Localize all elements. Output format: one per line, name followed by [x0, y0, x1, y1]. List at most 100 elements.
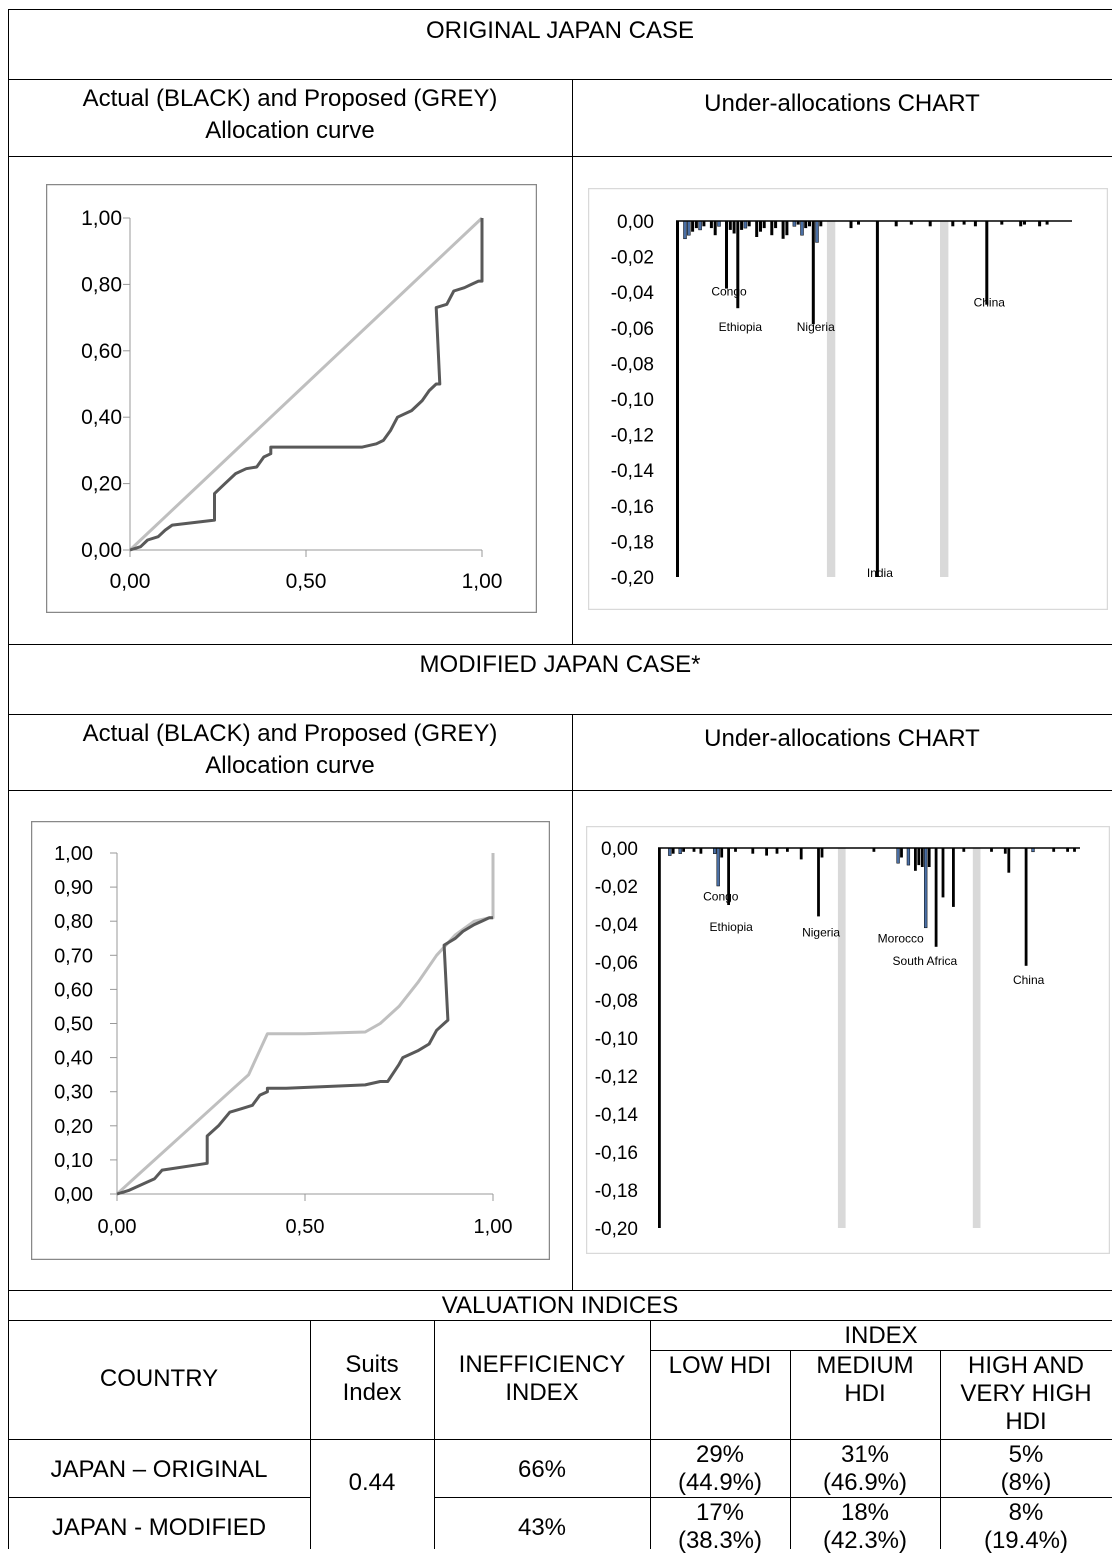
rule [8, 790, 1112, 791]
inefficiency-value: 43% [517, 1514, 567, 1541]
bar [924, 847, 928, 929]
bar [917, 848, 921, 866]
col-low-hdi-header: LOW HDI [668, 1352, 772, 1379]
col-country-header: COUNTRY [99, 1365, 219, 1392]
rule [790, 1350, 791, 1549]
bar [928, 221, 932, 227]
y-tick-label: -0,14 [611, 461, 655, 482]
col-ineff-line2: INDEX [505, 1379, 579, 1406]
bar [786, 848, 789, 852]
bar [804, 221, 808, 229]
bar [820, 848, 824, 858]
y-tick-label: 0,80 [81, 273, 122, 296]
bar [1045, 221, 1049, 225]
high-hdi-value: 5% (8%) [940, 1441, 1112, 1497]
bar [713, 847, 717, 854]
bar [1052, 848, 1056, 852]
bar [800, 220, 804, 236]
y-tick-label: 0,40 [54, 1048, 93, 1070]
x-tick-label: 0,00 [98, 1216, 137, 1238]
curve-header-line2: Allocation curve [205, 752, 375, 779]
series-line-actual [116, 916, 493, 1196]
y-tick-label: 0,00 [81, 539, 122, 562]
chart-frame [586, 826, 1110, 1254]
original-case-title: ORIGINAL JAPAN CASE [425, 17, 695, 44]
col-high-line2: VERY HIGH [960, 1380, 1092, 1407]
bar [985, 221, 989, 305]
series-line-actual [129, 218, 484, 552]
y-tick-label: -0,12 [611, 426, 654, 447]
bar [817, 848, 820, 917]
bar [990, 848, 993, 852]
bar [941, 848, 945, 898]
bar [720, 848, 724, 858]
rule [8, 1439, 1112, 1440]
bar-label: China [974, 295, 1006, 309]
row-country: JAPAN – ORIGINAL [50, 1456, 268, 1483]
bar [857, 221, 860, 225]
y-tick-label: -0,06 [595, 953, 638, 974]
bar [799, 848, 803, 860]
bar [819, 221, 823, 227]
bar [1038, 221, 1042, 227]
y-tick-label: -0,10 [611, 390, 654, 411]
x-tick-label: 0,50 [286, 570, 327, 593]
bar [727, 848, 730, 905]
y-tick-label: 1,00 [81, 207, 122, 230]
col-suits-line1: Suits [345, 1351, 399, 1378]
suits-index-value: 0.44 [348, 1469, 396, 1496]
rule [8, 1497, 310, 1498]
bar [896, 847, 900, 864]
bar [728, 221, 732, 230]
low-hdi-value: 17% (38.3%) [650, 1499, 790, 1555]
orig-curve-header: Actual (BLACK) and Proposed (GREY) Alloc… [8, 83, 572, 147]
medium-hdi-value: 18% (42.3%) [790, 1499, 940, 1555]
y-tick-label: 1,00 [54, 843, 93, 865]
series-line-proposed [128, 216, 484, 552]
chart-frame [31, 821, 550, 1260]
rule [650, 1350, 1112, 1351]
bar [678, 847, 682, 854]
bar [815, 220, 819, 243]
bar [792, 220, 797, 227]
y-tick-label: 0,10 [54, 1150, 93, 1172]
y-tick-label: -0,08 [611, 354, 654, 375]
y-tick-label: 0,60 [81, 340, 122, 363]
bar [692, 848, 696, 852]
bar [671, 848, 675, 854]
y-tick-label: 0,30 [54, 1082, 93, 1104]
y-tick-label: 0,50 [54, 1014, 93, 1036]
bar [1023, 221, 1026, 225]
value-main: 8% [1008, 1499, 1044, 1526]
y-tick-label: 0,70 [54, 945, 93, 967]
bar [781, 221, 785, 239]
x-tick-label: 1,00 [474, 1216, 513, 1238]
bar [811, 221, 815, 325]
value-sub: (42.3%) [822, 1527, 908, 1554]
col-ineff-line1: INEFFICIENCY [458, 1351, 626, 1378]
y-tick-label: 0,80 [54, 911, 93, 933]
bar-label: China [1013, 973, 1045, 987]
bar [682, 848, 685, 852]
bar [734, 848, 737, 852]
inefficiency-value: 66% [517, 1456, 567, 1483]
bar [740, 221, 744, 230]
value-sub: (46.9%) [822, 1469, 908, 1496]
rule [310, 1320, 311, 1549]
bar-label: Ethiopia [709, 920, 753, 934]
bar [934, 848, 938, 947]
bar [1000, 221, 1004, 225]
rule [434, 1497, 1112, 1498]
rule [434, 1320, 435, 1549]
curve-header-line1: Actual (BLACK) and Proposed (GREY) [82, 85, 498, 112]
medium-hdi-value: 31% (46.9%) [790, 1441, 940, 1497]
y-tick-label: -0,08 [595, 991, 638, 1012]
modified-allocation-curve-chart: 0,00 0,10 0,20 0,30 0,40 0,50 0,60 0,70 0,80 0,90… [31, 821, 550, 1260]
y-tick-label: 0,00 [601, 839, 638, 860]
bar [713, 221, 717, 236]
y-tick-label: 0,40 [81, 406, 122, 429]
bar-label: Nigeria [797, 320, 835, 334]
x-tick-label: 0,00 [110, 570, 151, 593]
col-medium-hdi-header: MEDIUM HDI [790, 1352, 940, 1408]
bar [725, 221, 728, 289]
